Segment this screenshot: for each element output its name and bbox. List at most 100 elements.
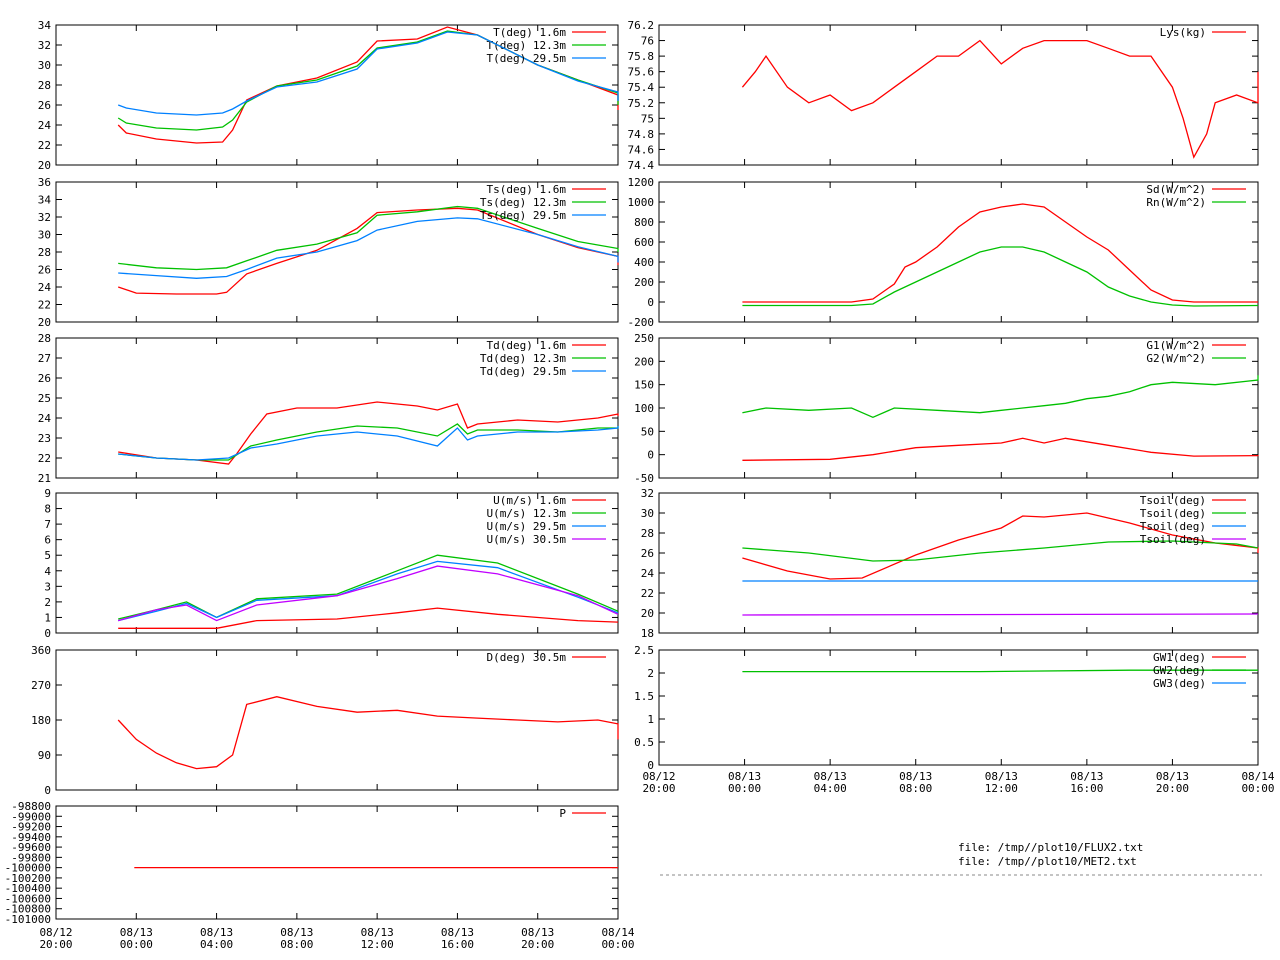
y-tick-label: 0 (44, 784, 51, 797)
y-tick-label: 1200 (628, 176, 655, 189)
legend-label: Td(deg) 12.3m (480, 352, 566, 365)
y-tick-label: 100 (634, 402, 654, 415)
series-line-u-1 (118, 554, 619, 620)
panel-lys: 74.4 74.6 74.8 75 75.2 75.4 75.6 75.8 76 76.2 Lys(… (628, 19, 1259, 172)
panel-d: 0 90 180 270 360 D(deg) 30.5m (31, 644, 619, 797)
y-tick-label: 21 (38, 472, 51, 485)
y-tick-label: -99600 (11, 841, 51, 854)
y-tick-label: 200 (634, 355, 654, 368)
x-tick-label-left: 08/13 (521, 926, 554, 939)
y-tick-label: 0.5 (634, 736, 654, 749)
series-line-td-2 (118, 426, 619, 461)
y-tick-label: 5 (44, 549, 51, 562)
y-tick-label: 1000 (628, 196, 655, 209)
x-tick-label-right: 08/13 (899, 770, 932, 783)
y-tick-label: 75.2 (628, 97, 655, 110)
y-tick-label: 3 (44, 580, 51, 593)
legend-label: U(m/s) 29.5m (487, 520, 567, 533)
y-tick-label: 28 (38, 332, 51, 345)
plot-frame (55, 492, 619, 634)
y-tick-label: 22 (641, 587, 654, 600)
legend-label: Tsoil(deg) (1140, 507, 1206, 520)
y-tick-label: 75 (641, 112, 654, 125)
x-tick-label-right: 08/13 (985, 770, 1018, 783)
y-tick-label: -100200 (5, 872, 51, 885)
y-tick-label: 32 (38, 211, 51, 224)
legend-label: Ts(deg) 12.3m (480, 196, 566, 209)
y-tick-label: 50 (641, 425, 654, 438)
y-tick-label: 24 (38, 119, 52, 132)
x-tick-label-left: 08/12 (39, 926, 72, 939)
x-tick-label-left: 08:00 (280, 938, 313, 951)
series-line-u-0 (118, 607, 619, 629)
y-tick-label: -101000 (5, 913, 51, 926)
panel-sd: -200 0 200 400 600 800 1000 1200 Sd(W/m^2)Rn(W/m… (628, 176, 1259, 329)
legend-label: P (559, 807, 566, 820)
series-line-u-2 (118, 560, 619, 622)
x-tick-label-right: 00:00 (1241, 782, 1274, 795)
y-tick-label: 150 (634, 379, 654, 392)
x-tick-label-right: 08/13 (728, 770, 761, 783)
y-tick-label: 90 (38, 749, 51, 762)
legend-label: GW1(deg) (1153, 651, 1206, 664)
series-line-gw-1 (742, 669, 1258, 673)
y-tick-label: -99400 (11, 831, 51, 844)
y-tick-label: 1 (647, 713, 654, 726)
x-tick-label-left: 20:00 (521, 938, 554, 951)
x-tick-label-right: 12:00 (985, 782, 1018, 795)
y-tick-label: 24 (641, 567, 655, 580)
x-tick-label-right: 08/12 (642, 770, 675, 783)
panel-gw: 0 0.5 1 1.5 2 2.5 GW1(deg)GW2(deg)GW3(deg) (634, 644, 1259, 772)
legend-label: Lys(kg) (1160, 26, 1206, 39)
x-tick-label-left: 12:00 (361, 938, 394, 951)
y-tick-label: -100600 (5, 892, 51, 905)
y-tick-label: 26 (641, 547, 654, 560)
y-tick-label: 27 (38, 352, 51, 365)
y-tick-label: 1.5 (634, 690, 654, 703)
y-tick-label: -100000 (5, 862, 51, 875)
y-tick-label: 200 (634, 276, 654, 289)
y-tick-label: 22 (38, 452, 51, 465)
y-tick-label: 74.6 (628, 143, 655, 156)
y-tick-label: 28 (38, 246, 51, 259)
series-line-sd-0 (742, 203, 1258, 303)
x-tick-label-left: 08/13 (200, 926, 233, 939)
y-tick-label: 270 (31, 679, 51, 692)
legend-label: Tsoil(deg) (1140, 533, 1206, 546)
legend-label: G1(W/m^2) (1146, 339, 1206, 352)
y-tick-label: 18 (641, 627, 654, 640)
legend-label: Tsoil(deg) (1140, 520, 1206, 533)
x-tick-label-left: 20:00 (39, 938, 72, 951)
x-tick-label-left: 16:00 (441, 938, 474, 951)
y-tick-label: 22 (38, 299, 51, 312)
y-tick-label: 24 (38, 412, 52, 425)
y-tick-label: 76 (641, 35, 654, 48)
y-tick-label: -99000 (11, 810, 51, 823)
y-tick-label: 20 (38, 159, 51, 172)
legend-label: U(m/s) 1.6m (493, 494, 566, 507)
series-line-g-0 (742, 437, 1259, 461)
series-line-u-3 (118, 565, 619, 622)
y-tick-label: 75.8 (628, 50, 655, 63)
legend-label: Ts(deg) 1.6m (487, 183, 567, 196)
panel-p: -101000-100800-100600-100400-100200-1000… (5, 800, 619, 926)
legend-label: U(m/s) 30.5m (487, 533, 567, 546)
y-tick-label: 25 (38, 392, 51, 405)
legend-label: D(deg) 30.5m (487, 651, 567, 664)
y-tick-label: 360 (31, 644, 51, 657)
y-tick-label: 8 (44, 503, 51, 516)
legend-label: T(deg) 29.5m (487, 52, 567, 65)
series-line-d-0 (117, 696, 619, 770)
plot-frame (658, 181, 1259, 323)
x-tick-label-right: 00:00 (728, 782, 761, 795)
x-tick-label-left: 04:00 (200, 938, 233, 951)
x-tick-label-right: 08/14 (1241, 770, 1274, 783)
y-tick-label: 26 (38, 264, 51, 277)
y-tick-label: -50 (634, 472, 654, 485)
y-tick-label: -200 (628, 316, 655, 329)
y-tick-label: 20 (38, 316, 51, 329)
legend-label: GW2(deg) (1153, 664, 1206, 677)
y-tick-label: 24 (38, 281, 52, 294)
